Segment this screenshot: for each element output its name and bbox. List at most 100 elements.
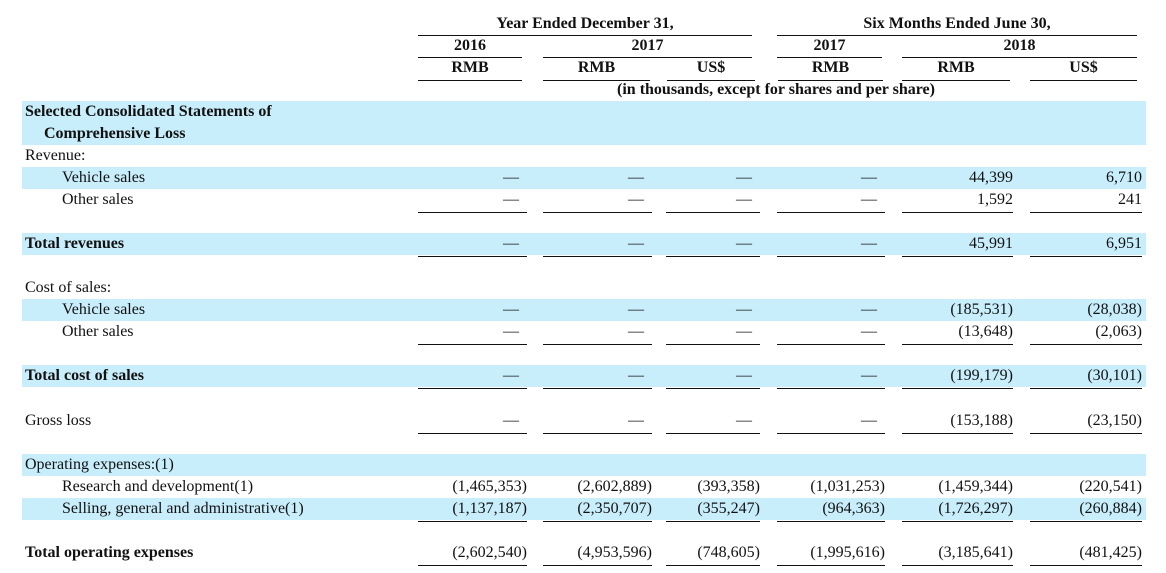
value-cell: — <box>503 412 519 429</box>
value-cell: (2,063) <box>1095 323 1142 340</box>
value-cell: — <box>861 235 877 252</box>
row-label: Research and development(1) <box>62 478 254 495</box>
section-title: Selected Consolidated Statements of <box>25 103 272 120</box>
rule <box>543 80 650 81</box>
year-header: 2016 <box>454 37 486 54</box>
value-cell: (2,602,889) <box>577 478 652 495</box>
value-cell: — <box>628 412 644 429</box>
group-header: Six Months Ended June 30, <box>863 15 1051 32</box>
rule <box>1030 521 1142 522</box>
rule <box>1030 256 1142 257</box>
value-cell: (481,425) <box>1079 544 1142 561</box>
rule <box>1030 80 1137 81</box>
rule <box>778 80 883 81</box>
rule <box>543 57 752 58</box>
value-cell: (153,188) <box>950 412 1013 429</box>
rule <box>418 388 527 389</box>
value-cell: (1,031,253) <box>810 478 885 495</box>
rule <box>902 212 1013 213</box>
value-cell: — <box>736 235 752 252</box>
rule <box>902 256 1013 257</box>
rule <box>418 35 752 36</box>
value-cell: (4,953,596) <box>577 544 652 561</box>
value-cell: 241 <box>1118 191 1142 208</box>
value-cell: — <box>628 367 644 384</box>
value-cell: — <box>628 301 644 318</box>
value-cell: — <box>736 323 752 340</box>
row-label: Revenue: <box>25 147 86 164</box>
value-cell: (3,185,641) <box>938 544 1013 561</box>
value-cell: — <box>736 191 752 208</box>
value-cell: — <box>861 169 877 186</box>
value-cell: (2,602,540) <box>452 544 527 561</box>
row-label: Vehicle sales <box>62 169 146 186</box>
rule <box>902 57 1137 58</box>
value-cell: (23,150) <box>1087 412 1142 429</box>
rule <box>418 212 527 213</box>
value-cell: (748,605) <box>697 544 760 561</box>
rule <box>666 565 760 566</box>
rule <box>418 433 527 434</box>
year-header: 2018 <box>1003 37 1036 54</box>
group-header: Year Ended December 31, <box>496 15 674 32</box>
value-cell: — <box>503 301 519 318</box>
rule <box>777 256 885 257</box>
rule <box>418 80 522 81</box>
row-band <box>22 365 1146 387</box>
value-cell: (260,884) <box>1079 500 1142 517</box>
rule <box>666 388 760 389</box>
value-cell: — <box>736 367 752 384</box>
rule <box>1030 212 1142 213</box>
value-cell: — <box>861 191 877 208</box>
value-cell: (355,247) <box>697 500 760 517</box>
rule <box>543 521 652 522</box>
rule <box>418 57 522 58</box>
row-band <box>22 167 1146 189</box>
value-cell: — <box>628 323 644 340</box>
rule <box>1030 433 1142 434</box>
unit-note: (in thousands, except for shares and per… <box>617 81 935 98</box>
value-cell: (13,648) <box>958 323 1013 340</box>
rule <box>1030 565 1142 566</box>
currency-header: US$ <box>1069 59 1098 76</box>
value-cell: (1,465,353) <box>452 478 527 495</box>
rule <box>902 344 1013 345</box>
value-cell: — <box>861 323 877 340</box>
rule <box>418 521 527 522</box>
value-cell: — <box>736 301 752 318</box>
currency-header: RMB <box>577 59 616 76</box>
rule <box>667 80 755 81</box>
rule <box>777 388 885 389</box>
rule <box>543 388 652 389</box>
value-cell: (1,726,297) <box>938 500 1013 517</box>
rule <box>666 433 760 434</box>
row-label: Total operating expenses <box>25 544 194 561</box>
value-cell: — <box>628 169 644 186</box>
value-cell: (2,350,707) <box>577 500 652 517</box>
value-cell: 44,399 <box>969 169 1013 186</box>
value-cell: 1,592 <box>977 191 1013 208</box>
value-cell: (30,101) <box>1087 367 1142 384</box>
rule <box>418 344 527 345</box>
rule <box>418 256 527 257</box>
year-header: 2017 <box>813 37 846 54</box>
value-cell: (1,459,344) <box>938 478 1013 495</box>
value-cell: (1,137,187) <box>452 500 527 517</box>
value-cell: — <box>503 323 519 340</box>
value-cell: — <box>861 301 877 318</box>
value-cell: — <box>736 412 752 429</box>
rule <box>543 256 652 257</box>
row-label: Operating expenses:(1) <box>25 456 174 473</box>
year-header: 2017 <box>631 37 664 54</box>
row-band <box>22 233 1146 255</box>
value-cell: (28,038) <box>1087 301 1142 318</box>
row-band <box>22 101 1146 145</box>
rule <box>777 212 885 213</box>
row-band <box>22 454 1146 476</box>
currency-header: RMB <box>451 59 489 76</box>
rule <box>666 212 760 213</box>
row-band <box>22 498 1146 520</box>
row-label: Gross loss <box>25 412 92 429</box>
rule <box>777 565 885 566</box>
rule <box>666 521 760 522</box>
